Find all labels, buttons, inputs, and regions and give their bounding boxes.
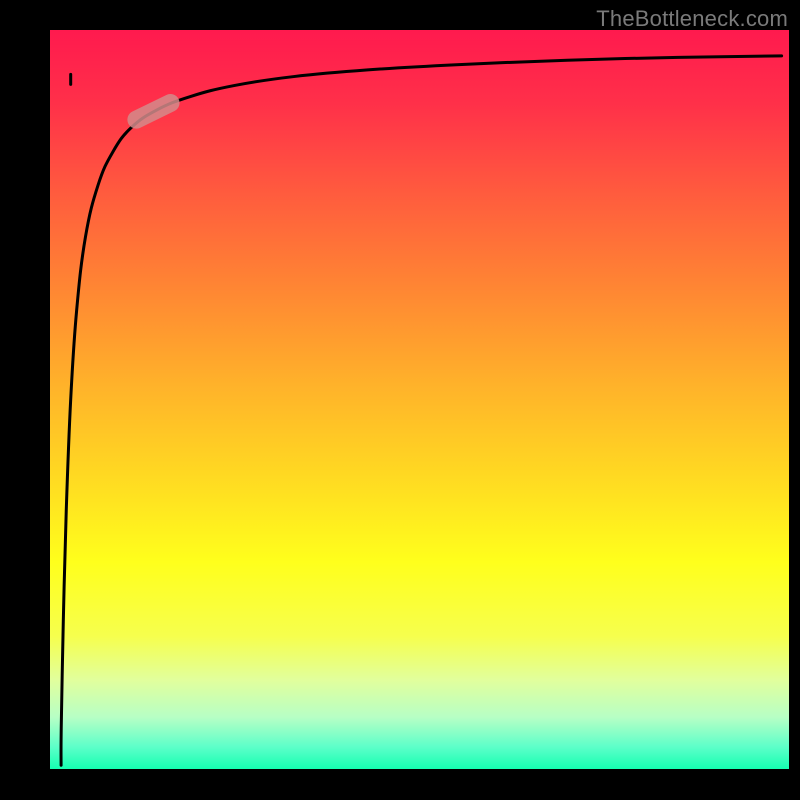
plot-area-gradient	[50, 30, 789, 769]
chart-svg	[0, 0, 800, 800]
chart-container: TheBottleneck.com	[0, 0, 800, 800]
watermark-text: TheBottleneck.com	[596, 6, 788, 32]
